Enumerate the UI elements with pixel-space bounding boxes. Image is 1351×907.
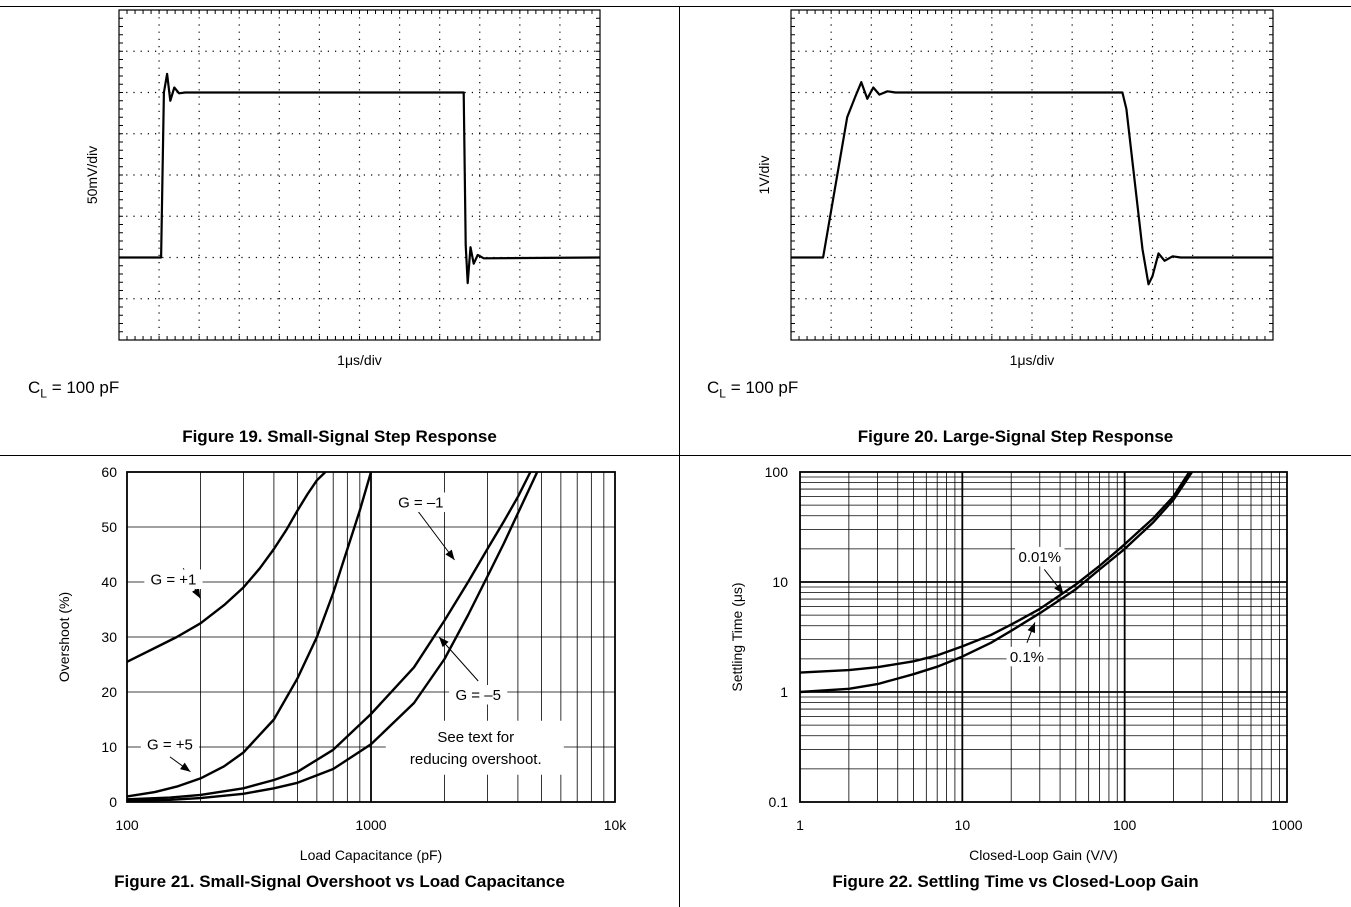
y-axis-label: Settling Time (μs) <box>729 582 745 691</box>
chart-fig19: 50mV/div 1μs/div <box>84 9 601 368</box>
figure-20-caption: Figure 20. Large-Signal Step Response <box>857 427 1174 446</box>
x-axis-label: 1μs/div <box>337 352 382 368</box>
annotation-arrowhead <box>180 762 191 772</box>
y-tick-label: 30 <box>101 629 117 645</box>
x-tick-label: 10k <box>604 817 628 833</box>
figure-19-caption: Figure 19. Small-Signal Step Response <box>182 427 497 446</box>
y-tick-label: 20 <box>101 684 117 700</box>
y-tick-label: 1 <box>780 684 788 700</box>
annotation-leader <box>417 510 455 561</box>
y-tick-label: 10 <box>772 574 788 590</box>
plot-frame <box>799 471 1288 803</box>
y-tick-label: 100 <box>765 464 789 480</box>
cl-note-rest: = 100 pF <box>46 378 120 397</box>
series-line-s01 <box>799 471 1193 694</box>
annotation-label-bg <box>1015 546 1065 567</box>
series-line-g_m5 <box>126 471 539 803</box>
x-tick-label: 1000 <box>1271 817 1302 833</box>
frame-divider <box>679 6 680 907</box>
annotation-label: G = +1 <box>151 572 197 589</box>
annotation-arrowhead <box>1027 622 1036 634</box>
y-tick-label: 40 <box>101 574 117 590</box>
cl-note-main: C <box>28 378 41 397</box>
frame-top <box>0 6 1351 7</box>
chart-fig20: 1V/div 1μs/div <box>756 9 1274 368</box>
note-line: See text for <box>437 729 514 746</box>
annotation-label-bg <box>391 492 450 512</box>
annotation-label-bg <box>1006 646 1048 667</box>
series-line-g_p5 <box>126 471 373 798</box>
y-axis-label: Overshoot (%) <box>56 592 72 682</box>
x-tick-label: 100 <box>1113 817 1137 833</box>
x-axis-label: Closed-Loop Gain (V/V) <box>969 847 1118 863</box>
annotation-label: G = –5 <box>455 687 500 704</box>
cl-note-19: CL = 100 pF <box>28 378 119 400</box>
figure-21-caption: Figure 21. Small-Signal Overshoot vs Loa… <box>114 872 565 891</box>
annotation-label-bg <box>144 569 203 589</box>
x-tick-label: 10 <box>955 817 971 833</box>
annotation-arrowhead <box>445 549 455 560</box>
y-tick-label: 50 <box>101 519 117 535</box>
cl-note-main: C <box>707 378 720 397</box>
x-tick-label: 1000 <box>355 817 386 833</box>
annotation-arrowhead <box>439 637 449 648</box>
signal-trace <box>791 81 1273 286</box>
annotation-label-bg <box>449 685 508 705</box>
y-tick-label: 10 <box>101 739 117 755</box>
cl-note-20: CL = 100 pF <box>707 378 798 400</box>
y-tick-label: 0.1 <box>769 794 789 810</box>
cl-note-sub: L <box>719 386 726 401</box>
figure-22-caption: Figure 22. Settling Time vs Closed-Loop … <box>832 872 1199 891</box>
annotation-arrowhead <box>1054 583 1064 594</box>
note-box-bg <box>385 720 564 775</box>
y-axis-label: 1V/div <box>756 156 772 195</box>
annotation-label: G = +5 <box>147 737 193 754</box>
chart-fig22: 0.1 1 10 100 1 10 100 1000 0.01% 0.1% Settling Tim… <box>729 464 1303 863</box>
signal-trace <box>119 72 601 285</box>
frame-middle <box>0 455 1351 456</box>
y-tick-label: 0 <box>109 794 117 810</box>
annotation-label: 0.01% <box>1019 549 1062 566</box>
x-tick-label: 1 <box>796 817 804 833</box>
note-line: reducing overshoot. <box>410 751 542 768</box>
series-line-g_m1 <box>126 471 532 801</box>
x-axis-label: Load Capacitance (pF) <box>300 847 442 863</box>
y-tick-label: 60 <box>101 464 117 480</box>
chart-fig21: 0 10 20 30 40 50 60 100 1000 10k G = +1 G = +5 G = –… <box>56 464 628 863</box>
series-line-s001 <box>799 471 1191 674</box>
annotation-label: 0.1% <box>1010 649 1044 666</box>
y-axis-label: 50mV/div <box>84 146 100 204</box>
annotation-arrowhead <box>192 587 201 599</box>
x-tick-label: 100 <box>115 817 139 833</box>
cl-note-sub: L <box>40 386 47 401</box>
series-line-g_p1 <box>126 471 327 663</box>
cl-note-rest: = 100 pF <box>725 378 799 397</box>
annotation-label: G = –1 <box>398 495 443 512</box>
x-axis-label: 1μs/div <box>1010 352 1055 368</box>
annotation-label-bg <box>140 734 200 754</box>
